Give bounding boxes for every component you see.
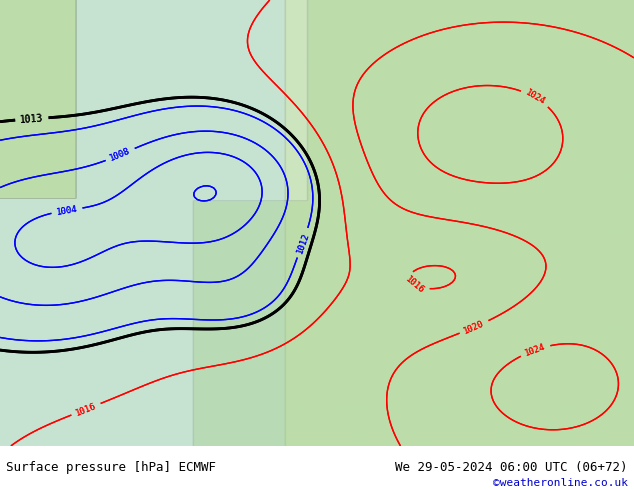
Text: 1020: 1020 bbox=[462, 319, 486, 336]
Text: 1012: 1012 bbox=[295, 231, 311, 254]
Text: 1024: 1024 bbox=[524, 342, 547, 358]
Text: 1016: 1016 bbox=[403, 274, 426, 295]
Text: 1016: 1016 bbox=[403, 274, 426, 295]
Text: 1024: 1024 bbox=[524, 88, 547, 107]
Text: 1013: 1013 bbox=[20, 113, 44, 124]
Text: 1016: 1016 bbox=[74, 401, 98, 417]
Text: 1016: 1016 bbox=[74, 401, 98, 417]
Text: 1024: 1024 bbox=[524, 342, 547, 358]
Text: 1004: 1004 bbox=[56, 204, 78, 217]
Text: 1008: 1008 bbox=[108, 147, 132, 163]
Text: 1008: 1008 bbox=[108, 147, 132, 163]
Text: 1024: 1024 bbox=[524, 88, 547, 107]
Text: 1004: 1004 bbox=[56, 204, 78, 217]
Text: 1013: 1013 bbox=[20, 113, 44, 124]
Text: ©weatheronline.co.uk: ©weatheronline.co.uk bbox=[493, 478, 628, 488]
Text: 1012: 1012 bbox=[295, 231, 311, 254]
Text: Surface pressure [hPa] ECMWF: Surface pressure [hPa] ECMWF bbox=[6, 462, 216, 474]
Text: 1020: 1020 bbox=[462, 319, 486, 336]
Text: We 29-05-2024 06:00 UTC (06+72): We 29-05-2024 06:00 UTC (06+72) bbox=[395, 462, 628, 474]
